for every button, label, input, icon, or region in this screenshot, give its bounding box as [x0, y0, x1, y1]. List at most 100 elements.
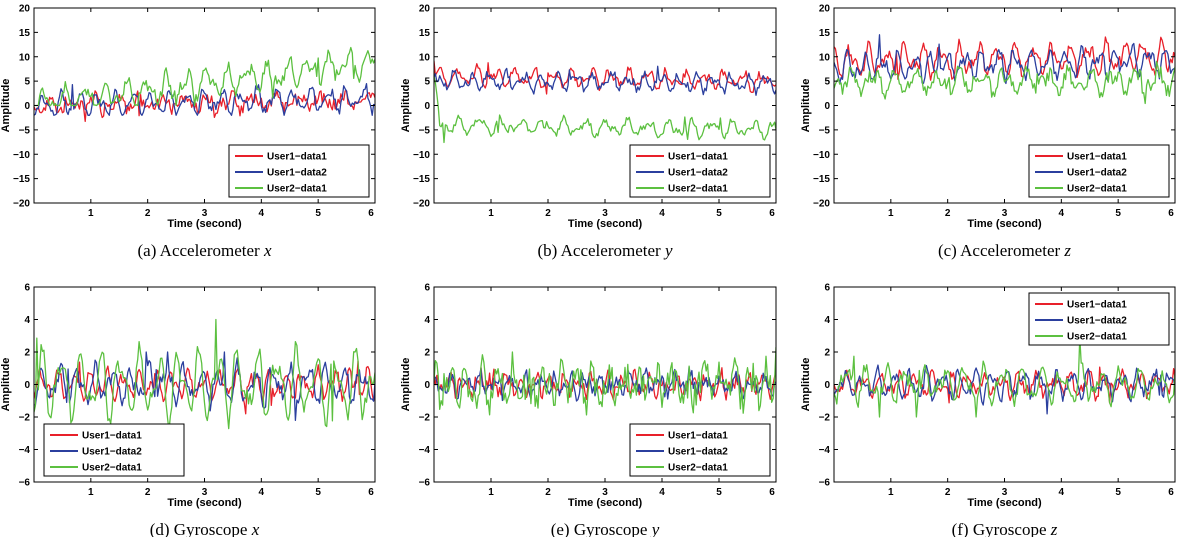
y-axis-label: Amplitude [400, 358, 412, 412]
series-line-2 [434, 65, 776, 96]
series-line-2 [34, 82, 375, 116]
y-tick-label: 2 [824, 348, 830, 359]
chart-panel-e: 1 2 3 4 5 6 −6 −4 −2 0 2 4 6 Time (second) Amplitude Us… [400, 283, 777, 537]
y-tick-label: −2 [419, 413, 431, 424]
y-tick-label: −15 [13, 174, 30, 185]
x-tick-label: 6 [368, 208, 374, 219]
y-tick-label: −5 [419, 125, 431, 136]
y-tick-label: 6 [824, 283, 830, 294]
legend-entry: User1−data1 [267, 152, 327, 163]
y-tick-label: 0 [24, 101, 30, 112]
series-line-1 [34, 360, 375, 415]
y-tick-label: 5 [424, 77, 430, 88]
x-tick-label: 4 [259, 208, 265, 219]
caption: (b) Accelerometer y [538, 241, 673, 260]
x-axis-label: Time (second) [167, 497, 242, 509]
y-tick-label: 15 [819, 28, 831, 39]
y-tick-label: −20 [813, 199, 830, 210]
x-tick-label: 3 [1002, 487, 1008, 498]
x-tick-label: 2 [145, 487, 151, 498]
y-tick-label: 15 [419, 28, 431, 39]
x-tick-label: 6 [769, 208, 775, 219]
y-axis-label: Amplitude [800, 79, 812, 133]
y-axis-label: Amplitude [0, 79, 12, 133]
legend-entry: User2−data1 [1067, 184, 1127, 195]
y-tick-label: −10 [813, 150, 830, 161]
y-tick-label: −20 [413, 199, 430, 210]
x-tick-label: 3 [202, 487, 208, 498]
y-tick-label: −4 [19, 445, 31, 456]
chart-panel-b: 1 2 3 4 5 6 −20 −15 −10 −5 0 5 10 15 20 Time (second) Am… [400, 4, 777, 260]
y-tick-label: 20 [19, 4, 31, 15]
legend: User1−data1 User1−data2 User2−data1 [629, 423, 771, 477]
y-tick-label: 2 [424, 348, 430, 359]
x-axis-label: Time (second) [568, 218, 643, 230]
caption: (c) Accelerometer z [938, 241, 1071, 260]
legend: User1−data1 User1−data2 User2−data1 [1028, 292, 1170, 346]
legend-entry: User2−data1 [1067, 332, 1127, 343]
chart-panel-a: 1 2 3 4 5 6 −20 −15 −10 −5 0 5 10 15 20 Time (second) Am… [0, 4, 376, 260]
caption: (e) Gyroscope y [551, 520, 660, 537]
x-tick-label: 3 [602, 487, 608, 498]
y-tick-label: −5 [19, 125, 31, 136]
y-tick-label: −6 [819, 478, 831, 489]
y-tick-label: 0 [824, 101, 830, 112]
x-tick-label: 1 [488, 208, 494, 219]
y-tick-label: 0 [824, 380, 830, 391]
legend-entry: User1−data1 [1067, 152, 1127, 163]
y-tick-label: −20 [13, 199, 30, 210]
legend: User1−data1 User1−data2 User2−data1 [629, 144, 771, 198]
y-tick-label: 5 [24, 77, 30, 88]
y-tick-label: 0 [24, 380, 30, 391]
x-tick-label: 1 [88, 208, 94, 219]
legend-entry: User1−data1 [1067, 300, 1127, 311]
x-tick-label: 1 [88, 487, 94, 498]
chart-panel-f: 1 2 3 4 5 6 −6 −4 −2 0 2 4 6 Time (second) Amplitude Us… [800, 283, 1176, 537]
x-axis-label: Time (second) [568, 497, 643, 509]
legend-entry: User1−data2 [1067, 168, 1127, 179]
x-tick-label: 6 [769, 487, 775, 498]
y-tick-label: 20 [819, 4, 831, 15]
y-tick-label: 10 [819, 52, 831, 63]
x-tick-label: 5 [716, 208, 722, 219]
y-tick-label: 15 [19, 28, 31, 39]
legend-entry: User1−data2 [82, 447, 142, 458]
y-axis-label: Amplitude [0, 358, 12, 412]
y-tick-label: −2 [19, 413, 31, 424]
chart-panel-d: 1 2 3 4 5 6 −6 −4 −2 0 2 4 6 Time (second) Amplitude Us… [0, 283, 376, 537]
y-tick-label: 2 [24, 348, 30, 359]
legend: User1−data1 User1−data2 User2−data1 [1028, 144, 1170, 198]
series-line-3 [34, 46, 375, 107]
plot-area [34, 46, 375, 123]
legend-entry: User1−data1 [668, 431, 728, 442]
x-tick-label: 1 [888, 208, 894, 219]
y-tick-label: −6 [19, 478, 31, 489]
y-tick-label: −5 [819, 125, 831, 136]
y-axis-label: Amplitude [400, 79, 412, 133]
x-tick-label: 6 [1168, 487, 1174, 498]
x-tick-label: 5 [315, 487, 321, 498]
y-axis-label: Amplitude [800, 358, 812, 412]
y-tick-label: −10 [413, 150, 430, 161]
x-tick-label: 6 [1168, 208, 1174, 219]
y-tick-label: −4 [819, 445, 831, 456]
y-tick-label: 0 [424, 101, 430, 112]
y-tick-label: 5 [824, 77, 830, 88]
series-line-1 [434, 60, 776, 95]
x-tick-label: 3 [1002, 208, 1008, 219]
x-tick-label: 6 [368, 487, 374, 498]
x-tick-label: 4 [659, 487, 665, 498]
series-line-3 [834, 60, 1175, 105]
legend-entry: User1−data2 [267, 168, 327, 179]
y-tick-label: 4 [824, 315, 830, 326]
plot-area [834, 336, 1175, 418]
x-tick-label: 5 [716, 487, 722, 498]
y-tick-label: −10 [13, 150, 30, 161]
x-tick-label: 5 [315, 208, 321, 219]
y-tick-label: 0 [424, 380, 430, 391]
series-line-1 [834, 366, 1175, 404]
x-tick-label: 4 [659, 208, 665, 219]
x-tick-label: 5 [1115, 487, 1121, 498]
x-tick-label: 2 [545, 208, 551, 219]
